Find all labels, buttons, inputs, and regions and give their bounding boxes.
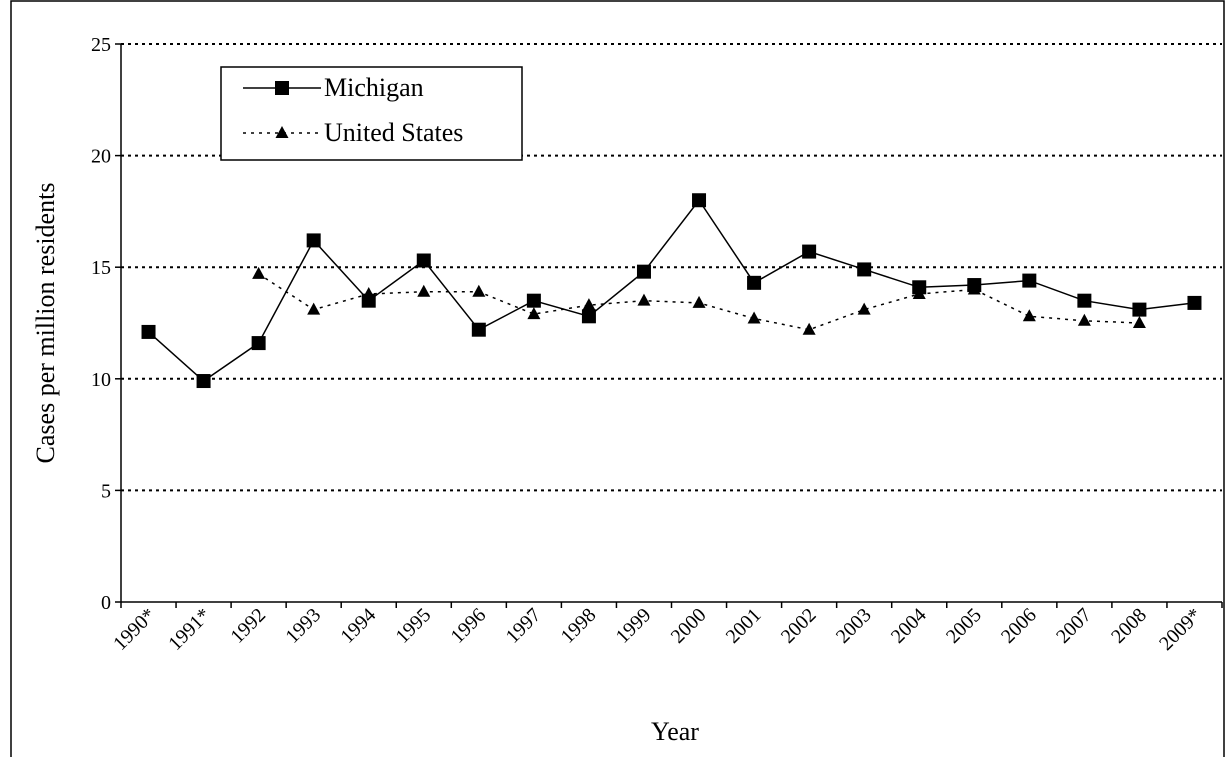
legend-marker [275,81,289,95]
y-tick-label: 20 [91,146,111,168]
marker [1077,293,1092,308]
legend-box [220,66,523,161]
marker [1077,313,1091,326]
marker [527,307,541,320]
marker [581,309,596,324]
x-tick-label: 2005 [942,604,986,648]
marker [1187,295,1202,310]
y-tick-label: 0 [101,592,111,614]
y-tick-label: 5 [101,480,111,502]
x-tick-label: 2006 [997,604,1041,648]
x-tick-label: 1990* [109,604,160,655]
marker [636,264,651,279]
x-tick-label: 1991* [164,604,215,655]
y-axis-title: Cases per million residents [31,183,60,464]
marker [416,253,431,268]
x-tick-label: 1993 [281,604,325,648]
marker [307,302,321,315]
marker [1132,316,1146,328]
marker [471,322,486,337]
x-tick-label: 1995 [391,604,435,648]
marker [141,324,156,339]
marker [967,282,981,295]
legend-label: United States [324,118,463,147]
marker [637,293,651,306]
marker [252,266,266,279]
chart-border [10,0,1225,757]
legend-label: Michigan [324,73,424,102]
x-tick-label: 1996 [447,604,491,648]
marker [1022,273,1037,288]
marker [802,244,817,259]
x-tick-label: 2001 [722,604,766,648]
marker [747,311,761,324]
marker [1132,302,1147,317]
x-tick-label: 2003 [832,604,876,648]
legend-marker [275,126,289,138]
marker [692,193,707,208]
y-tick-label: 10 [91,369,111,391]
marker [196,374,211,389]
marker [1022,309,1036,322]
x-tick-label: 2004 [887,604,931,648]
marker [417,284,431,297]
x-tick-label: 2008 [1107,604,1151,648]
marker [526,293,541,308]
x-tick-label: 1999 [612,604,656,648]
marker [857,262,872,277]
marker [251,336,266,351]
marker [912,286,926,299]
series-line [148,198,1195,382]
marker [802,322,816,335]
x-tick-label: 1992 [226,604,270,648]
x-tick-label: 1997 [502,604,546,648]
x-tick-label: 2000 [667,604,711,648]
marker [692,295,706,308]
x-tick-label: 1994 [336,604,380,648]
marker [582,298,596,311]
marker [747,275,762,290]
marker [857,302,871,315]
x-tick-label: 2002 [777,604,821,648]
marker [472,284,486,297]
y-tick-label: 25 [91,34,111,56]
marker [306,233,321,248]
marker [362,286,376,299]
x-tick-label: 2009* [1155,604,1206,655]
y-tick-label: 15 [91,257,111,279]
x-axis-title: Year [651,717,699,746]
x-tick-label: 1998 [557,604,601,648]
x-tick-label: 2007 [1052,604,1096,648]
